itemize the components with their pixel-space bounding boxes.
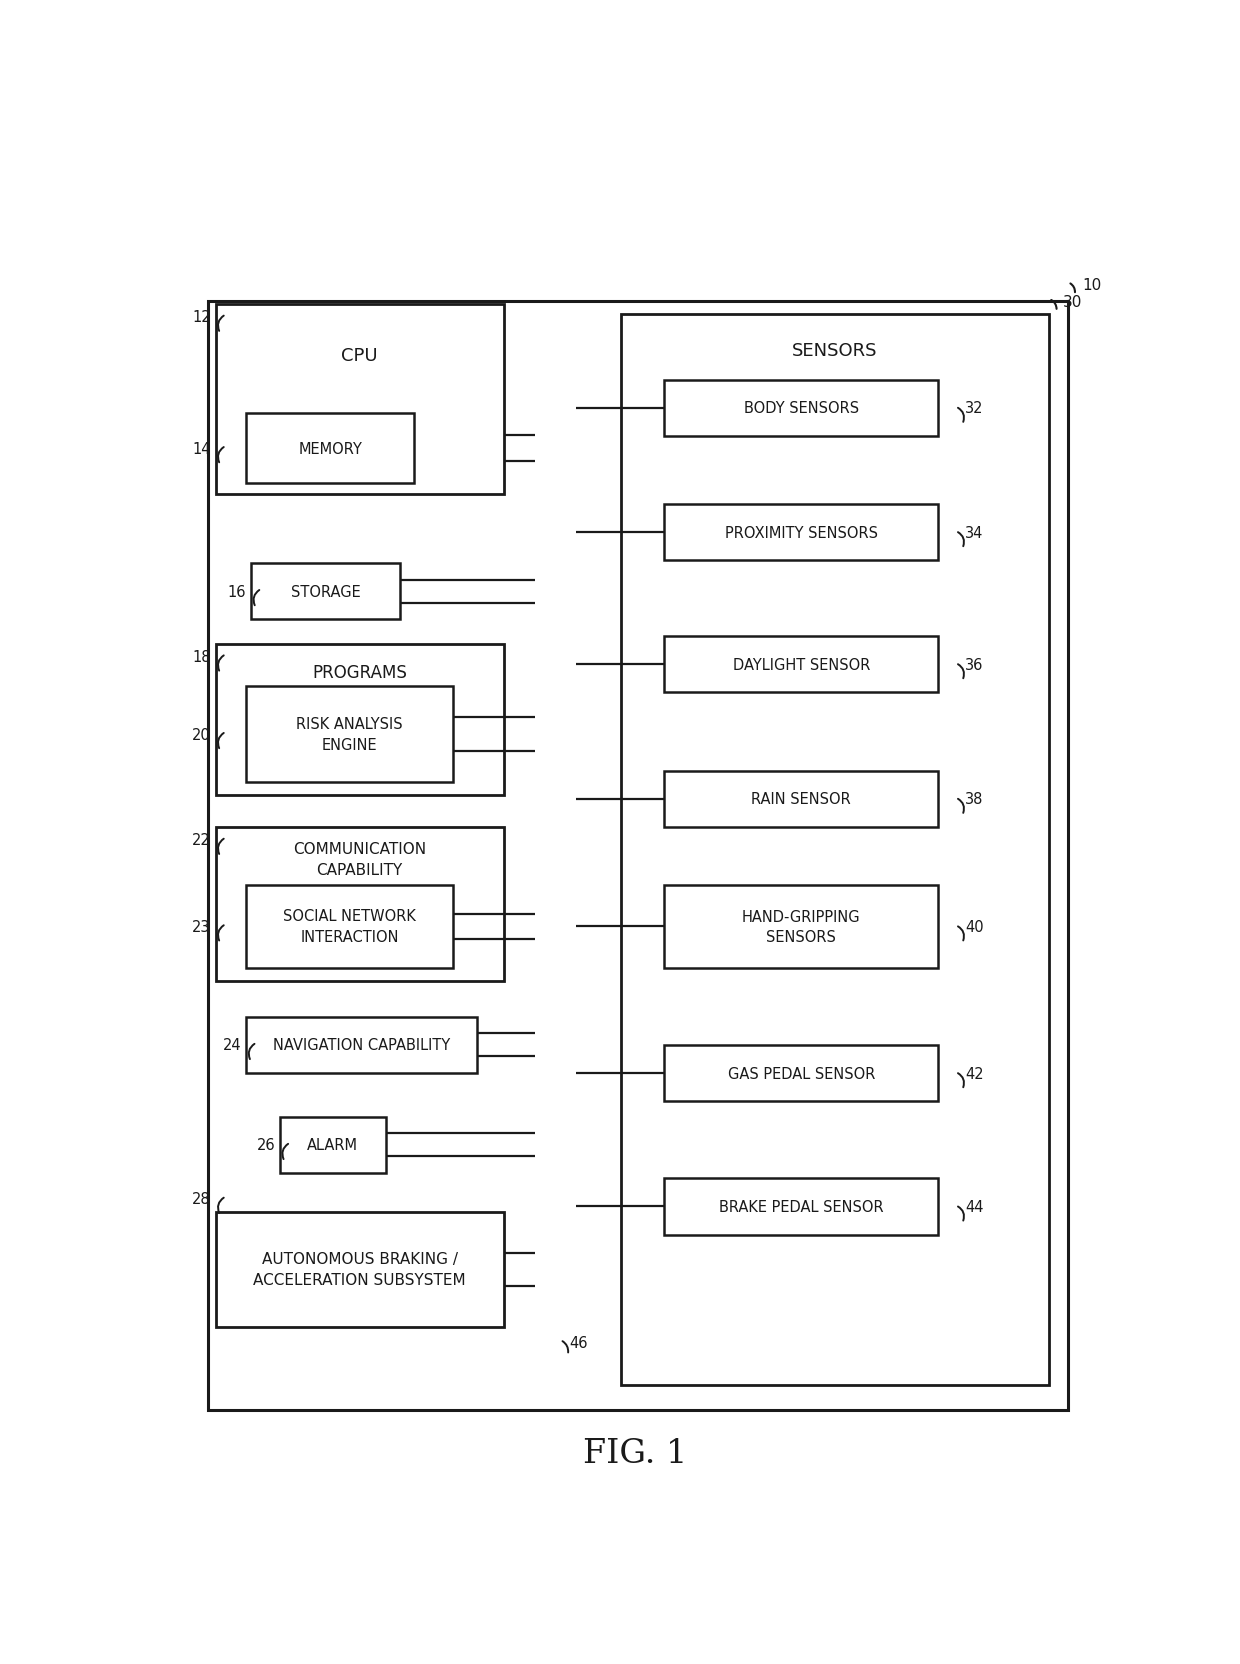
Text: CPU: CPU	[341, 348, 378, 364]
Text: AUTONOMOUS BRAKING /
ACCELERATION SUBSYSTEM: AUTONOMOUS BRAKING / ACCELERATION SUBSYS…	[253, 1251, 466, 1288]
FancyBboxPatch shape	[247, 885, 453, 968]
Text: 26: 26	[257, 1138, 275, 1153]
Text: PROGRAMS: PROGRAMS	[312, 664, 407, 682]
FancyBboxPatch shape	[665, 637, 939, 692]
FancyBboxPatch shape	[216, 644, 503, 795]
Text: MEMORY: MEMORY	[299, 441, 362, 456]
FancyBboxPatch shape	[247, 1017, 477, 1073]
Text: 34: 34	[965, 526, 983, 541]
FancyBboxPatch shape	[665, 1178, 939, 1235]
Text: COMMUNICATION
CAPABILITY: COMMUNICATION CAPABILITY	[293, 842, 427, 877]
Text: PROXIMITY SENSORS: PROXIMITY SENSORS	[724, 526, 878, 541]
Text: RAIN SENSOR: RAIN SENSOR	[751, 792, 851, 807]
Text: 38: 38	[965, 792, 983, 807]
FancyBboxPatch shape	[208, 303, 1068, 1411]
Text: 36: 36	[965, 657, 983, 672]
Text: NAVIGATION CAPABILITY: NAVIGATION CAPABILITY	[273, 1038, 450, 1053]
FancyBboxPatch shape	[665, 885, 939, 968]
FancyBboxPatch shape	[216, 305, 503, 494]
FancyBboxPatch shape	[665, 504, 939, 561]
Text: HAND-GRIPPING
SENSORS: HAND-GRIPPING SENSORS	[742, 910, 861, 943]
FancyBboxPatch shape	[216, 1211, 503, 1328]
Text: SENSORS: SENSORS	[792, 341, 878, 359]
Text: 42: 42	[965, 1067, 983, 1082]
FancyBboxPatch shape	[247, 687, 453, 782]
Text: 40: 40	[965, 919, 983, 934]
Text: STORAGE: STORAGE	[290, 584, 361, 599]
FancyBboxPatch shape	[247, 414, 414, 484]
Text: BRAKE PEDAL SENSOR: BRAKE PEDAL SENSOR	[719, 1200, 884, 1215]
FancyBboxPatch shape	[534, 308, 575, 1328]
Text: 23: 23	[192, 919, 211, 934]
Text: 46: 46	[569, 1335, 588, 1350]
Text: 20: 20	[192, 727, 211, 742]
Text: 30: 30	[1063, 295, 1083, 310]
Text: 22: 22	[192, 832, 211, 849]
Text: 32: 32	[965, 401, 983, 416]
Text: 28: 28	[192, 1191, 211, 1206]
FancyBboxPatch shape	[665, 770, 939, 827]
Text: SOCIAL NETWORK
INTERACTION: SOCIAL NETWORK INTERACTION	[283, 909, 417, 945]
Text: 44: 44	[965, 1200, 983, 1215]
FancyBboxPatch shape	[216, 827, 503, 982]
FancyBboxPatch shape	[280, 1117, 386, 1173]
Text: RISK ANALYSIS
ENGINE: RISK ANALYSIS ENGINE	[296, 717, 403, 752]
FancyBboxPatch shape	[250, 564, 401, 621]
FancyBboxPatch shape	[665, 381, 939, 436]
Text: BODY SENSORS: BODY SENSORS	[744, 401, 859, 416]
Text: 14: 14	[192, 441, 211, 456]
Text: FIG. 1: FIG. 1	[583, 1436, 688, 1469]
FancyBboxPatch shape	[665, 1045, 939, 1102]
Text: 18: 18	[192, 649, 211, 664]
Text: 24: 24	[223, 1038, 242, 1053]
Text: 12: 12	[192, 310, 211, 324]
Text: GAS PEDAL SENSOR: GAS PEDAL SENSOR	[728, 1067, 875, 1082]
Text: 10: 10	[1083, 278, 1101, 293]
Text: 16: 16	[228, 584, 247, 599]
Text: ALARM: ALARM	[308, 1138, 358, 1153]
FancyBboxPatch shape	[621, 314, 1049, 1384]
Text: DAYLIGHT SENSOR: DAYLIGHT SENSOR	[733, 657, 870, 672]
